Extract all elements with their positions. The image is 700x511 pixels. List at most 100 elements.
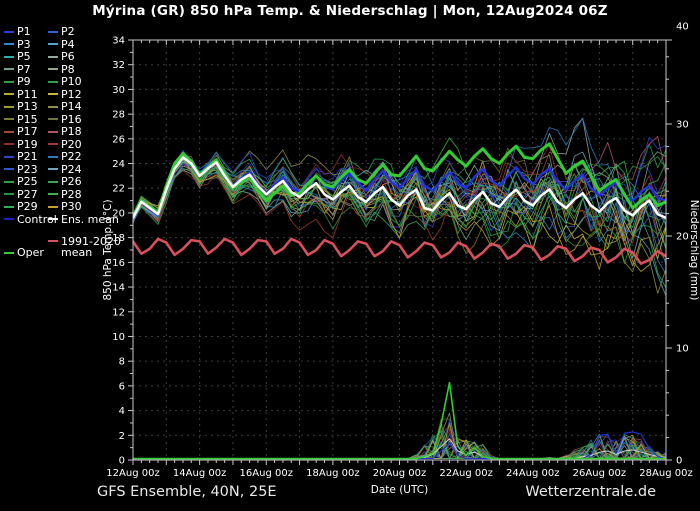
legend-item-p24-label: P24	[61, 162, 82, 176]
y-left-tick-label: 30	[112, 85, 125, 96]
legend-item-p13-label: P13	[17, 100, 38, 113]
legend-item-p12-label: P12	[61, 87, 82, 101]
legend-item-p24-swatch	[48, 168, 58, 170]
y-left-tick-label: 4	[119, 406, 125, 417]
legend-item-p11-swatch	[4, 93, 14, 95]
legend-item-p25-swatch	[4, 180, 14, 183]
legend-item-p30-swatch	[48, 205, 58, 208]
x-tick-label: 18Aug 00z	[306, 468, 359, 479]
legend-item-p2-label: P2	[61, 25, 75, 38]
legend-item-p1: P1	[4, 26, 31, 37]
y-left-tick-label: 28	[112, 110, 125, 121]
legend-item-p18-swatch	[48, 130, 58, 133]
page-title: Mýrina (GR) 850 hPa Temp. & Niederschlag…	[92, 3, 608, 19]
legend-item-climate-mean: 1991-2020 mean	[48, 236, 121, 258]
legend-item-p3-swatch	[4, 43, 14, 45]
legend-item-p28-swatch	[48, 193, 58, 195]
legend-item-p30-label: P30	[61, 200, 82, 213]
x-tick-label: 14Aug 00z	[173, 468, 226, 479]
x-tick-label: 26Aug 00z	[573, 468, 626, 479]
axes: 12Aug 00z 14Aug 00z 16Aug 00z 18Aug 00z 20Au…	[102, 22, 700, 497]
ens-mean-temp-line	[133, 156, 666, 220]
legend-item-p27-label: P27	[17, 187, 38, 201]
series-lines	[133, 117, 666, 460]
legend-item-p10-swatch	[48, 80, 58, 83]
legend-item-p4-label: P4	[61, 37, 75, 51]
legend-item-control-label: Control	[17, 212, 57, 226]
y-left-axis-title: 850 hPa Temp. (°C)	[102, 199, 114, 300]
y-left-tick-label: 2	[119, 431, 125, 442]
legend-item-p25: P25	[4, 176, 38, 187]
legend-item-ens-mean: Ens. mean	[48, 214, 119, 225]
y-right-tick-label: 40	[676, 22, 689, 33]
legend-item-p26: P26	[48, 176, 82, 187]
legend-item-p11-label: P11	[17, 87, 38, 101]
legend-item-p29: P29	[4, 201, 38, 212]
legend-item-p6-swatch	[48, 55, 58, 58]
y-left-tick-label: 8	[119, 357, 125, 368]
site-watermark: Wetterzentrale.de	[525, 484, 656, 500]
legend-item-p20-swatch	[48, 143, 58, 145]
y-left-tick-label: 22	[112, 184, 125, 195]
y-left-tick-label: 34	[112, 36, 125, 47]
legend-item-p22-label: P22	[61, 150, 82, 163]
member-temp-line-p26	[133, 167, 666, 289]
legend-item-p28-label: P28	[61, 187, 82, 201]
legend-item-p18-label: P18	[61, 125, 82, 138]
legend-item-p19-swatch	[4, 143, 14, 145]
legend-item-p11: P11	[4, 89, 38, 100]
legend-item-p1-swatch	[4, 30, 14, 33]
legend-item-p23: P23	[4, 164, 38, 175]
legend-item-ens-mean-label: Ens. mean	[61, 212, 119, 226]
legend-item-p8-label: P8	[61, 62, 75, 76]
y-left-tick-label: 14	[112, 283, 125, 294]
legend-item-control-swatch	[4, 218, 14, 220]
legend-item-p23-label: P23	[17, 162, 38, 176]
legend-item-p2-swatch	[48, 30, 58, 33]
legend-item-p6-label: P6	[61, 50, 75, 63]
legend-item-p12: P12	[48, 89, 82, 100]
legend-item-p26-swatch	[48, 180, 58, 183]
legend-item-p4-swatch	[48, 43, 58, 45]
legend-item-p25-label: P25	[17, 175, 38, 188]
y-right-tick-label: 30	[676, 120, 689, 131]
y-left-tick-label: 32	[112, 60, 125, 71]
legend-item-p14: P14	[48, 101, 82, 112]
legend-item-p9-label: P9	[17, 75, 31, 88]
legend-item-p5-swatch	[4, 55, 14, 58]
legend-item-p7: P7	[4, 64, 31, 75]
legend-item-p9-swatch	[4, 80, 14, 83]
legend-item-p5-label: P5	[17, 50, 31, 63]
legend-item-p17-label: P17	[17, 125, 38, 138]
legend-item-p7-swatch	[4, 68, 14, 70]
legend-item-p7-label: P7	[17, 62, 31, 76]
legend-item-p2: P2	[48, 26, 75, 37]
legend-item-p6: P6	[48, 51, 75, 62]
x-tick-label: 22Aug 00z	[439, 468, 492, 479]
y-right-tick-label: 20	[676, 232, 689, 243]
legend-item-control: Control	[4, 214, 57, 225]
legend-item-p3-label: P3	[17, 37, 31, 51]
legend-item-p21: P21	[4, 151, 38, 162]
legend-item-p26-label: P26	[61, 175, 82, 188]
legend-item-p16: P16	[48, 114, 82, 125]
y-left-tick-label: 18	[112, 233, 125, 244]
x-axis-title: Date (UTC)	[371, 484, 428, 496]
x-tick-label: 24Aug 00z	[506, 468, 559, 479]
y-right-tick-label: 10	[676, 344, 689, 355]
y-left-tick-label: 6	[119, 381, 125, 392]
member-temp-line-p28	[133, 137, 666, 240]
legend-item-p5: P5	[4, 51, 31, 62]
legend-item-p28: P28	[48, 189, 82, 200]
legend-item-p23-swatch	[4, 168, 14, 170]
legend-item-p21-swatch	[4, 155, 14, 158]
legend-item-p14-label: P14	[61, 100, 82, 113]
legend-item-p27: P27	[4, 189, 38, 200]
y-right-axis-title: Niederschlag (mm)	[688, 200, 700, 301]
legend-item-p17-swatch	[4, 130, 14, 133]
legend-item-p3: P3	[4, 39, 31, 50]
member-temp-line-p14	[133, 149, 666, 294]
legend-item-p20-label: P20	[61, 137, 82, 151]
